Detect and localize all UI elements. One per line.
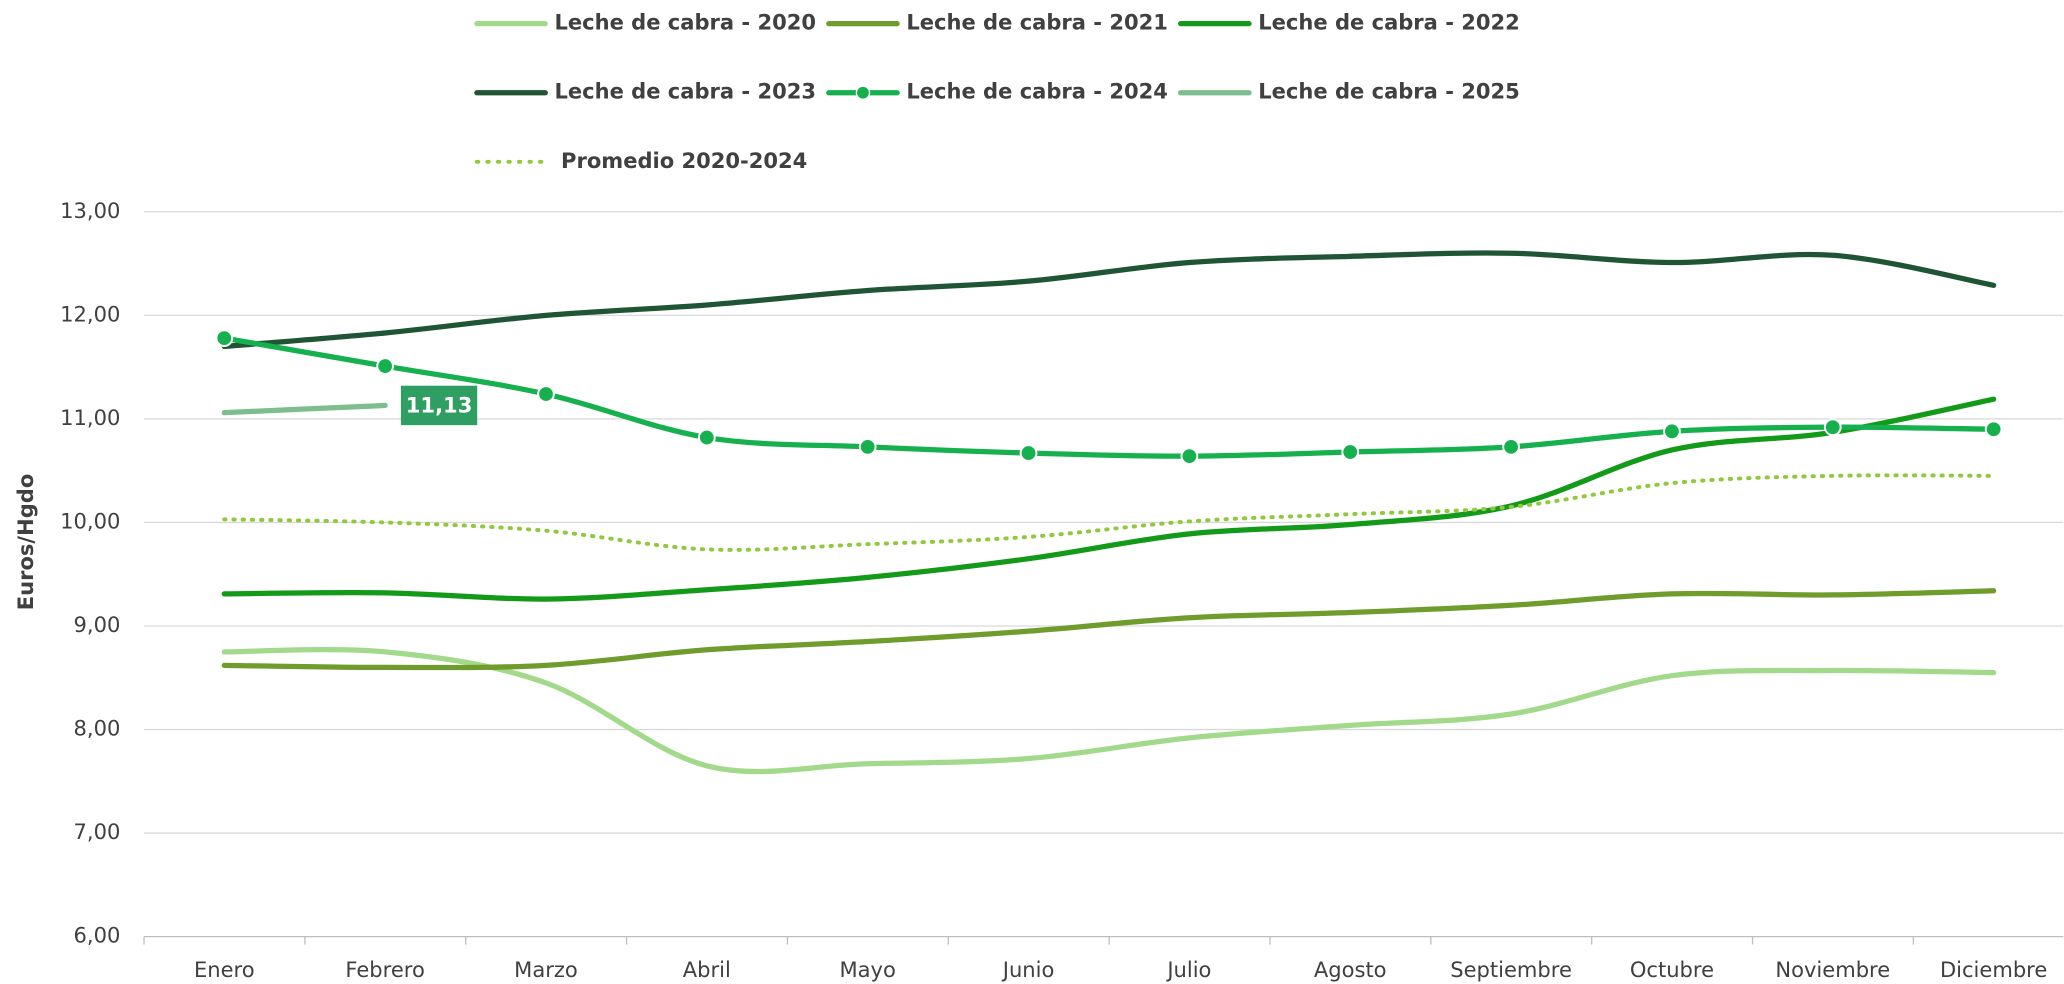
x-tick-label: Noviembre [1775, 957, 1890, 982]
x-tick-label: Mayo [840, 957, 896, 982]
legend-label: Leche de cabra - 2020 [554, 10, 816, 35]
x-tick-label: Enero [194, 957, 255, 982]
y-tick-label: 13,00 [60, 198, 120, 223]
x-tick-label: Julio [1165, 957, 1211, 982]
legend-item: Leche de cabra - 2025 [1178, 79, 1520, 104]
y-tick-label: 6,00 [74, 923, 121, 948]
series-line [221, 402, 388, 416]
series-line [222, 473, 1996, 552]
point [1823, 418, 1842, 437]
legend-label: Leche de cabra - 2021 [906, 10, 1168, 35]
x-tick-label: Diciembre [1940, 957, 2047, 982]
legend-marker [855, 85, 871, 100]
legend-item: Leche de cabra - 2024 [826, 79, 1168, 104]
x-tick-label: Septiembre [1450, 957, 1572, 982]
legend-label: Leche de cabra - 2022 [1258, 10, 1520, 35]
point [537, 385, 555, 403]
legend-item: Leche de cabra - 2021 [826, 10, 1168, 35]
y-tick-label: 7,00 [74, 819, 121, 844]
data-label-box [400, 385, 478, 426]
point [1663, 422, 1681, 441]
legend-label: Promedio 2020-2024 [561, 148, 807, 173]
series-line [221, 646, 1997, 775]
y-axis-title: Euros/Hgdo [13, 474, 38, 611]
point [697, 428, 716, 447]
legend-item: Leche de cabra - 2023 [474, 79, 816, 104]
x-tick-label: Marzo [514, 957, 578, 982]
series-line [221, 396, 1997, 602]
point [215, 329, 234, 348]
y-tick-label: 12,00 [60, 301, 120, 326]
x-tick-label: Agosto [1314, 957, 1387, 982]
point [376, 357, 395, 375]
point [858, 437, 877, 456]
y-tick-label: 8,00 [74, 716, 121, 741]
legend-label: Leche de cabra - 2025 [1258, 79, 1520, 104]
x-tick-label: Junio [1001, 957, 1055, 982]
point [1984, 420, 2003, 439]
legend-item: Leche de cabra - 2020 [474, 10, 816, 35]
legend-item: Leche de cabra - 2022 [1178, 10, 1520, 35]
point [1019, 444, 1038, 462]
data-label: 11,13 [406, 393, 473, 418]
point [1502, 437, 1520, 456]
y-tick-label: 10,00 [60, 508, 120, 533]
x-tick-label: Febrero [345, 957, 424, 982]
point [1341, 443, 1360, 461]
point [1180, 447, 1199, 466]
x-tick-label: Octubre [1630, 957, 1714, 982]
legend-label: Leche de cabra - 2024 [906, 79, 1168, 104]
series-line [221, 588, 1997, 671]
y-tick-label: 11,00 [60, 405, 120, 430]
legend-label: Leche de cabra - 2023 [554, 79, 816, 104]
series-line [221, 335, 1997, 459]
y-tick-label: 9,00 [74, 612, 121, 637]
series-line [221, 250, 1997, 350]
x-tick-label: Abril [683, 957, 731, 982]
legend-item: Promedio 2020-2024 [474, 148, 807, 173]
